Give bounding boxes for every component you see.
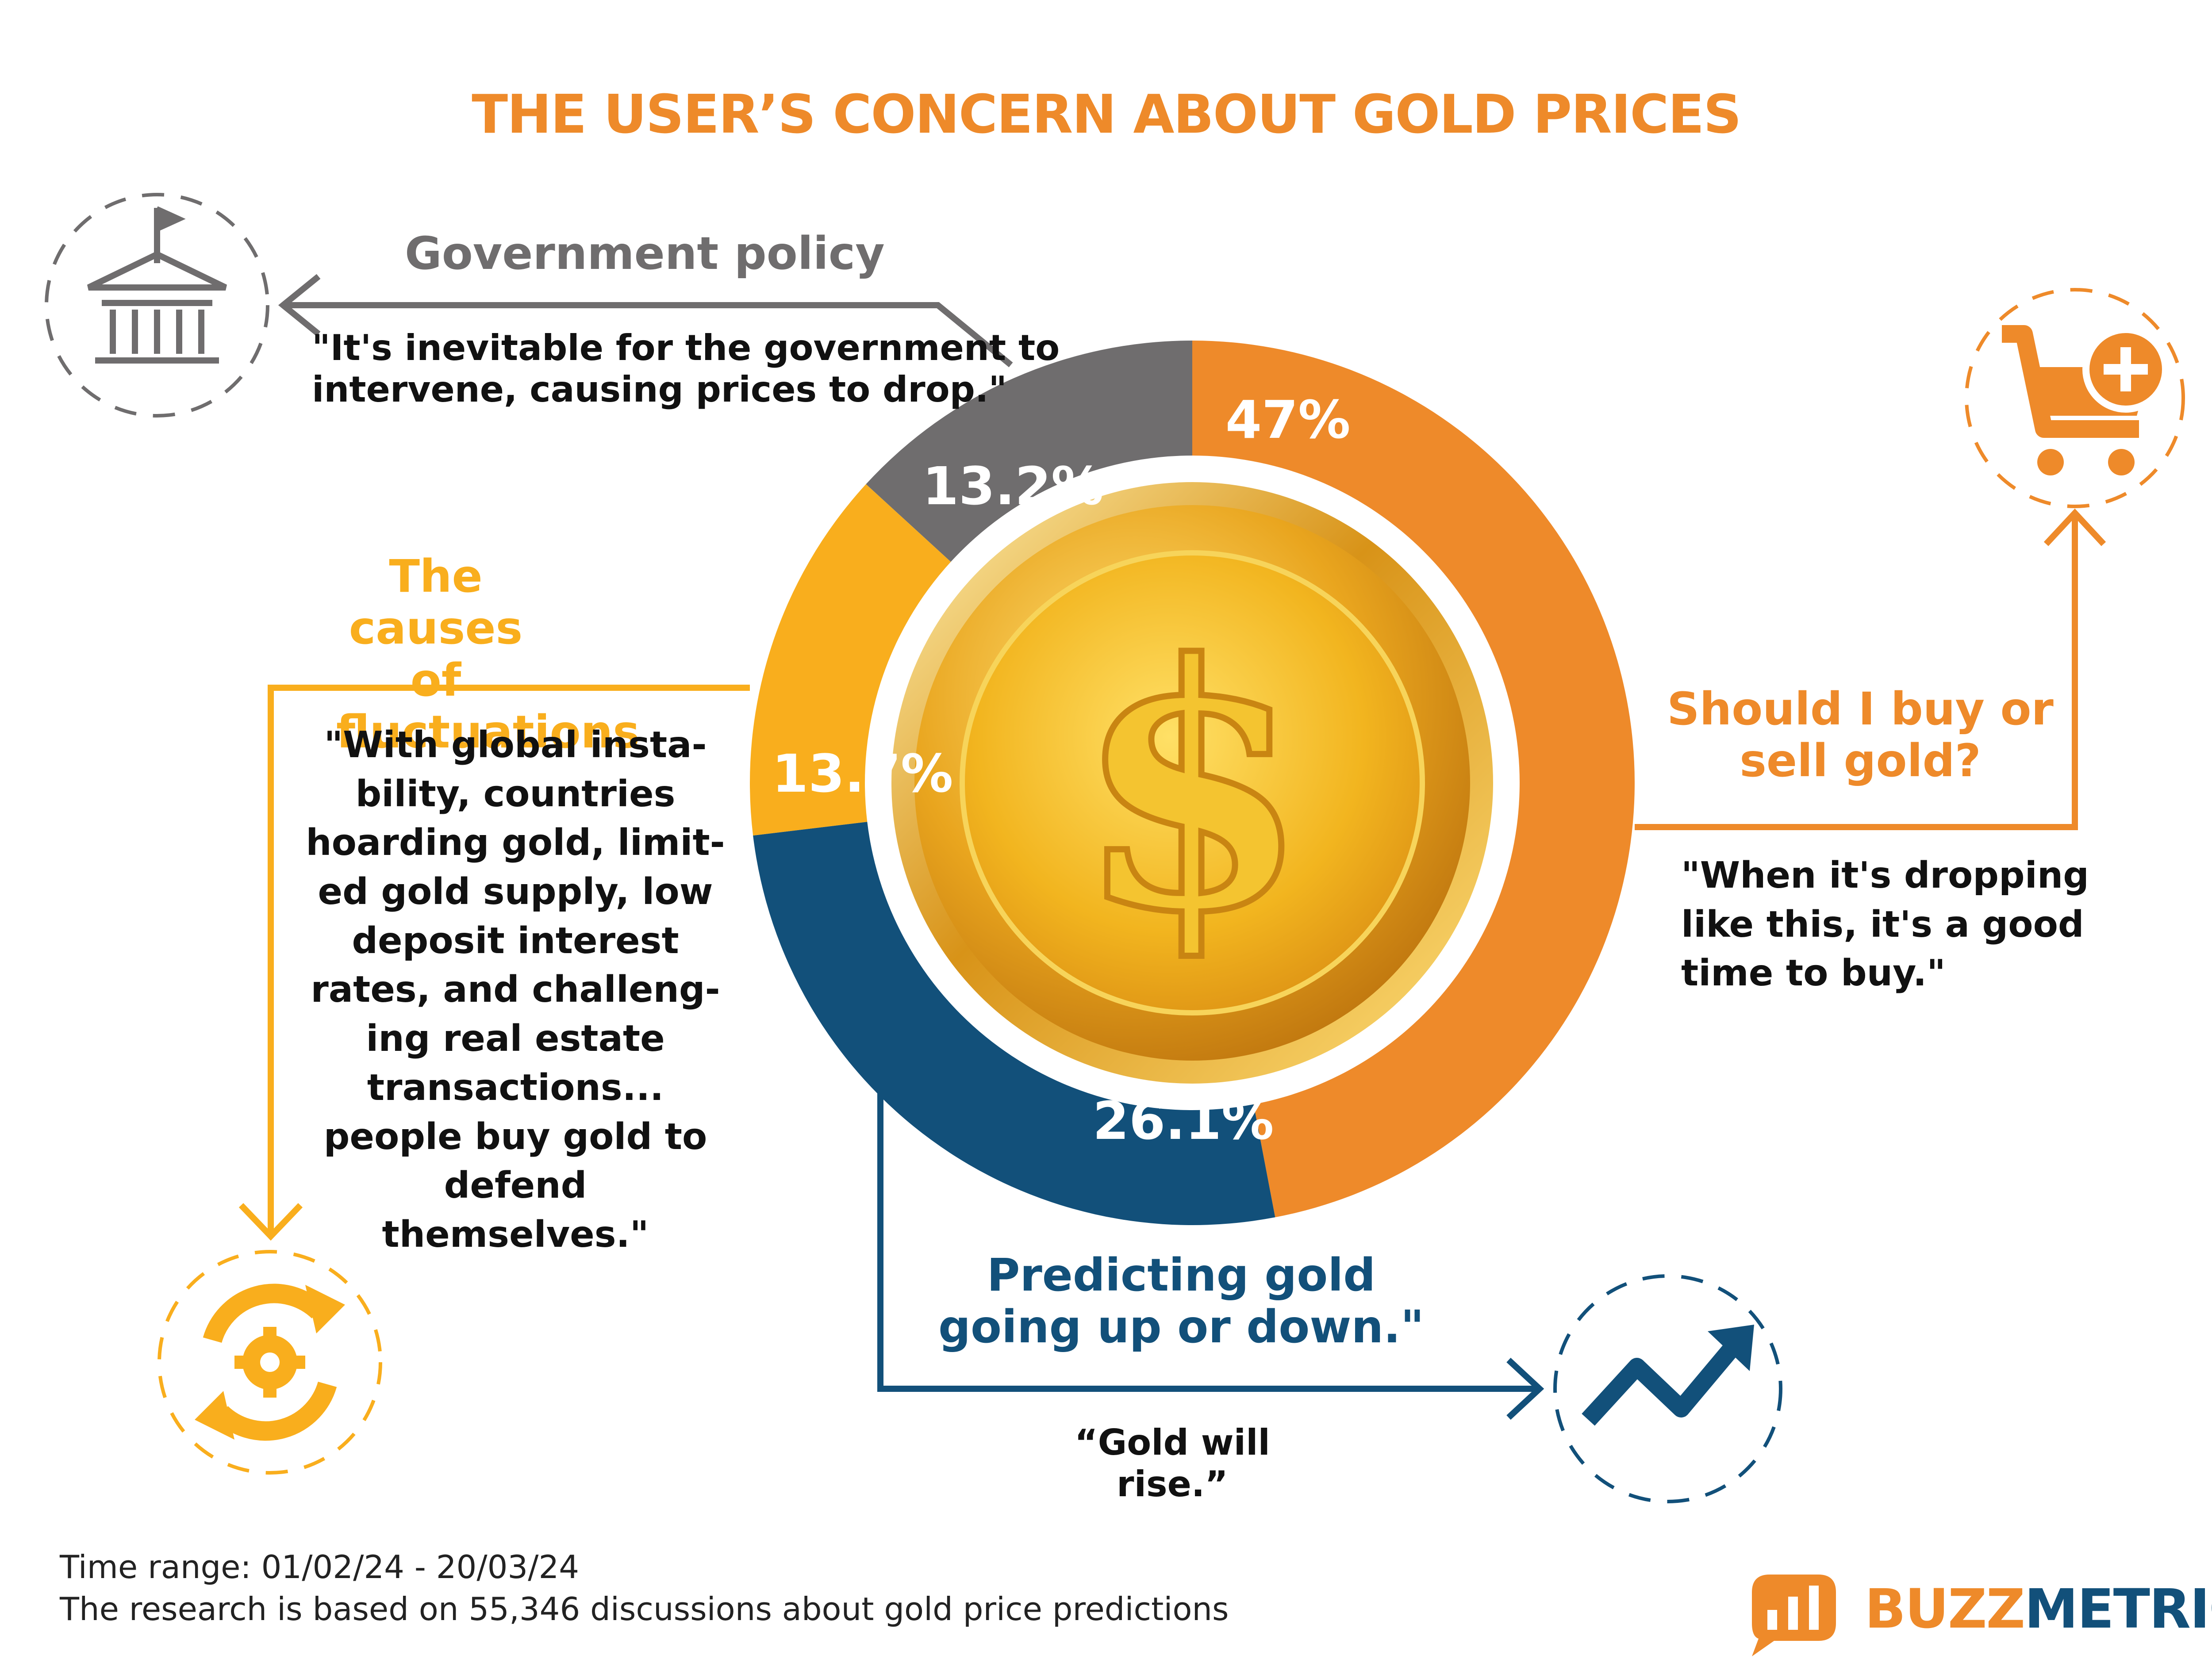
connector-predict [877, 1086, 1544, 1420]
slice-government [866, 341, 1192, 562]
quote-line: "With global insta- [324, 724, 707, 766]
time-range: Time range: 01/02/24 - 20/03/24 [60, 1548, 580, 1586]
government-quote: "It's inevitable for the government to i… [312, 327, 1060, 411]
slice-label-buy-sell: 47% [1225, 389, 1351, 450]
slice-label-causes: 13.7% [772, 743, 953, 804]
refresh-gear-icon [157, 1250, 382, 1475]
heading-line: going up or down." [938, 1301, 1425, 1354]
brand-part2: METRICS [2024, 1577, 2212, 1640]
brand-name: BUZZ METRICS [1745, 1568, 2212, 1650]
slice-buy-sell [1192, 341, 1635, 1218]
slice-causes [750, 484, 951, 836]
brand-part1: BUZZ [1865, 1577, 2025, 1640]
slice-label-predict: 26.1% [1093, 1090, 1274, 1151]
connector-buy-sell [1635, 508, 2106, 830]
cart-plus-icon [1965, 288, 2185, 508]
buy-sell-quote: "When it's dropping like this, it's a go… [1681, 851, 2089, 998]
quote-line: "It's inevitable for the government to [312, 327, 1060, 368]
slice-predict [753, 822, 1275, 1226]
predict-quote: “Gold will rise.” [1075, 1422, 1270, 1505]
buy-sell-heading: Should I buy or sell gold? [1650, 683, 2070, 787]
heading-line: Predicting gold [987, 1249, 1376, 1302]
connector-causes [238, 685, 750, 1241]
quote-line: like this, it's a good [1681, 903, 2084, 946]
dollar-coin-icon: $ [867, 458, 1517, 1108]
government-heading: Government policy [405, 227, 885, 280]
heading-line: The causes of [349, 550, 523, 707]
buzzmetrics-logo-icon [1752, 1575, 1836, 1656]
quote-line: transactions... [367, 1066, 664, 1109]
government-building-icon [45, 193, 269, 418]
quote-line: deposit interest [352, 920, 679, 962]
quote-line: time to buy." [1681, 952, 1946, 995]
predict-heading: Predicting gold going up or down." [938, 1249, 1425, 1353]
quote-line: bility, countries [355, 773, 676, 815]
heading-line: Should I buy or [1667, 683, 2054, 736]
quote-line: hoarding gold, limit- [306, 822, 725, 864]
causes-quote: "With global insta- bility, countries ho… [305, 721, 726, 1260]
page-title: THE USER’S CONCERN ABOUT GOLD PRICES [472, 84, 1741, 146]
donut-slices [750, 341, 1635, 1226]
quote-line: defend themselves." [382, 1165, 649, 1256]
quote-line: ing real estate [366, 1018, 665, 1060]
trend-up-icon [1553, 1274, 1782, 1503]
connector-government [278, 274, 1013, 368]
quote-line: ed gold supply, low [318, 871, 713, 913]
quote-line: people buy gold to [323, 1115, 707, 1158]
heading-line: sell gold? [1740, 735, 1981, 788]
svg-text:$: $ [1075, 591, 1310, 986]
quote-line: rates, and challeng- [311, 969, 720, 1011]
research-note: The research is based on 55,346 discussi… [60, 1590, 1229, 1628]
quote-line: "When it's dropping [1681, 854, 2089, 897]
slice-label-government: 13.2% [922, 456, 1104, 517]
quote-line: intervene, causing prices to drop." [312, 369, 1007, 410]
